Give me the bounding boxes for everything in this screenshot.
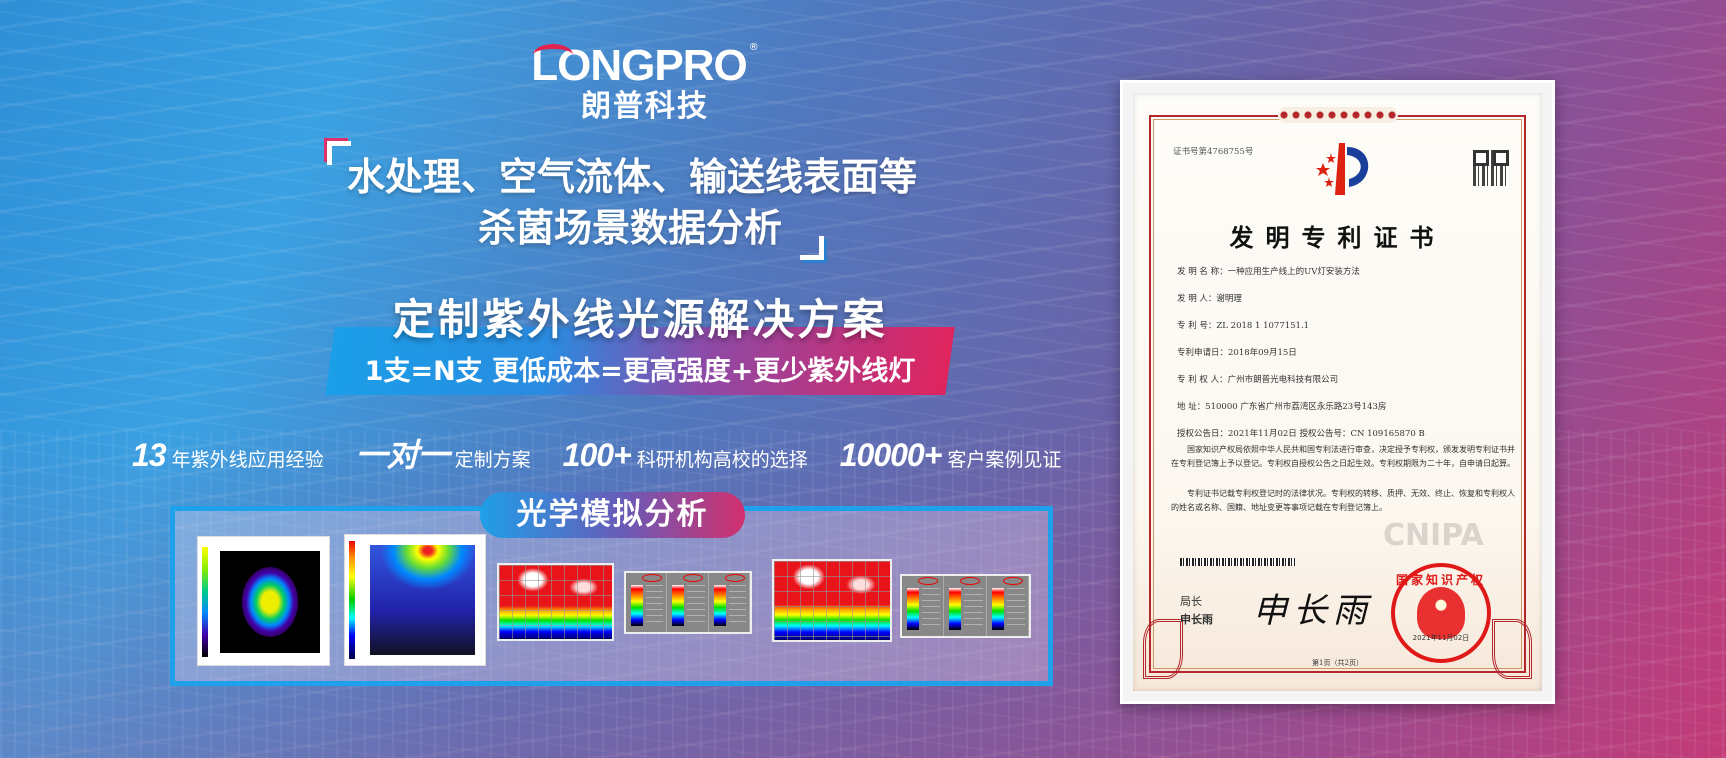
seal-date: 2021年11月02日 — [1412, 634, 1470, 642]
irradiance-map-thumbnail — [197, 536, 330, 666]
cert-field: 专利申请日：2018年09月15日 — [1177, 348, 1297, 358]
ornament-icon — [1277, 107, 1398, 123]
highlight-ring-icon — [960, 577, 981, 585]
registered-mark: ® — [748, 42, 759, 53]
official-seal: 国家知识产权局 2021年11月02日 — [1391, 563, 1491, 663]
page-number: 第1页（共2页） — [1312, 659, 1363, 667]
qr-code-icon — [1473, 150, 1509, 186]
highlight-ring-icon — [683, 574, 704, 582]
director-name: 申长雨 — [1180, 613, 1213, 626]
uv-heatmap-thumbnail — [497, 563, 614, 641]
watermark: CNIPA — [1383, 518, 1484, 553]
stat-label: 定制方案 — [454, 449, 531, 471]
highlight-ring-icon — [918, 577, 938, 585]
highlight-ring-icon — [642, 574, 662, 582]
stat-value: 13 — [132, 437, 167, 473]
cert-field: 发 明 名 称：一种应用生产线上的UV灯安装方法 — [1177, 267, 1360, 277]
headline-line1: 水处理、空气流体、输送线表面等 — [347, 155, 918, 199]
stat-value: 一对一 — [355, 437, 450, 473]
cert-paragraph: 专利证书记载专利权登记时的法律状况。专利权的转移、质押、无效、终止、恢复和专利权… — [1171, 489, 1515, 512]
cert-field: 地 址：510000 广东省广州市荔湾区永乐路23号143房 — [1177, 402, 1387, 412]
signature: 申长雨 — [1253, 591, 1373, 631]
color-legend-panel — [900, 574, 1031, 638]
solution-subtitle: 1支=N支 更低成本=更高强度+更少紫外线灯 — [364, 356, 916, 387]
stat-value: 100+ — [562, 437, 632, 473]
highlight-ring-icon — [1002, 577, 1023, 585]
stat-label: 科研机构高校的选择 — [636, 449, 808, 471]
logo-swoosh-icon — [533, 44, 574, 66]
logo-chinese: 朗普科技 — [581, 89, 709, 124]
uv-heatmap-thumbnail — [772, 559, 892, 642]
optical-simulation-title: 光学模拟分析 — [480, 492, 745, 538]
patent-certificate: 证书号第4768755号 发明专利证书 发 明 名 称：一种应用生产线上的UV灯… — [1120, 80, 1555, 704]
corner-ornament-icon — [1143, 619, 1183, 679]
color-legend-panel — [624, 571, 752, 634]
national-emblem-icon — [1417, 587, 1465, 639]
barcode-icon — [1180, 558, 1295, 566]
close-bracket-icon — [800, 236, 824, 260]
cnipa-emblem-icon — [1316, 143, 1369, 195]
stat-label: 客户案例见证 — [947, 449, 1062, 471]
cert-field: 专 利 权 人：广州市朗普光电科技有限公司 — [1177, 375, 1339, 385]
cert-field: 发 明 人：谢明理 — [1177, 294, 1242, 304]
open-bracket-icon — [327, 141, 351, 165]
certificate-number: 证书号第4768755号 — [1173, 147, 1254, 157]
cert-paragraph: 国家知识产权局依照中华人民共和国专利法进行审查，决定授予专利权，颁发发明专利证书… — [1171, 445, 1515, 468]
cert-field: 授权公告日：2021年11月02日 授权公告号：CN 109165870 B — [1177, 429, 1425, 439]
irradiance-scatter-thumbnail — [344, 534, 486, 666]
highlight-ring-icon — [724, 574, 745, 582]
stat-label: 年紫外线应用经验 — [171, 449, 324, 471]
headline-line2: 杀菌场景数据分析 — [478, 206, 783, 250]
stats-row: 13 年紫外线应用经验 一对一 定制方案 100+ 科研机构高校的选择 1000… — [132, 430, 1087, 476]
certificate-title: 发明专利证书 — [1229, 223, 1446, 252]
cert-field: 专 利 号：ZL 2018 1 1077151.1 — [1177, 321, 1310, 331]
director-title: 局长 — [1180, 595, 1202, 608]
stat-value: 10000+ — [839, 437, 943, 473]
solution-title: 定制紫外线光源解决方案 — [392, 295, 888, 344]
longpro-logo: LONGPRO ® 朗普科技 — [520, 42, 770, 124]
corner-ornament-icon — [1492, 619, 1532, 679]
